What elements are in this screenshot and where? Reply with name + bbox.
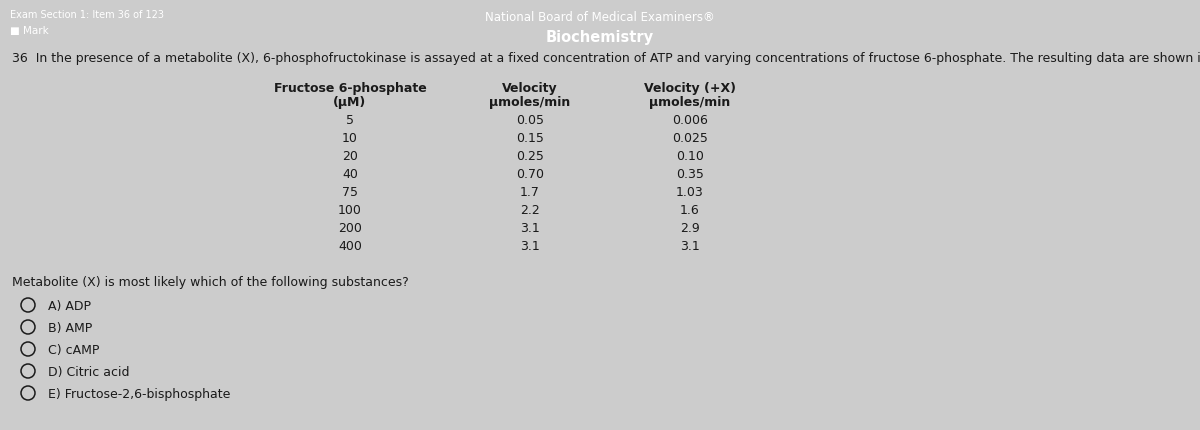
Text: 5: 5 (346, 114, 354, 127)
Text: D) Citric acid: D) Citric acid (48, 366, 130, 379)
Text: B) AMP: B) AMP (48, 322, 92, 335)
Text: Metabolite (X) is most likely which of the following substances?: Metabolite (X) is most likely which of t… (12, 276, 409, 289)
Text: Velocity (+X): Velocity (+X) (644, 82, 736, 95)
Text: 1.03: 1.03 (676, 186, 704, 199)
Text: 3.1: 3.1 (520, 222, 540, 235)
Text: 0.15: 0.15 (516, 132, 544, 145)
Text: Velocity: Velocity (502, 82, 558, 95)
Text: Fructose 6-phosphate: Fructose 6-phosphate (274, 82, 426, 95)
Text: E) Fructose-2,6-bisphosphate: E) Fructose-2,6-bisphosphate (48, 388, 230, 401)
Text: National Board of Medical Examiners®: National Board of Medical Examiners® (485, 11, 715, 24)
Text: 400: 400 (338, 240, 362, 253)
Text: 1.7: 1.7 (520, 186, 540, 199)
Text: 40: 40 (342, 168, 358, 181)
Text: ■ Mark: ■ Mark (10, 26, 48, 36)
Text: 0.10: 0.10 (676, 150, 704, 163)
Text: A) ADP: A) ADP (48, 300, 91, 313)
Text: 3.1: 3.1 (680, 240, 700, 253)
Text: 200: 200 (338, 222, 362, 235)
Text: Biochemistry: Biochemistry (546, 30, 654, 45)
Text: 0.025: 0.025 (672, 132, 708, 145)
Text: μmoles/min: μmoles/min (490, 96, 571, 109)
Text: 36  In the presence of a metabolite (X), 6-phosphofructokinase is assayed at a f: 36 In the presence of a metabolite (X), … (12, 52, 1200, 65)
Text: 3.1: 3.1 (520, 240, 540, 253)
Text: 2.2: 2.2 (520, 204, 540, 217)
Text: 75: 75 (342, 186, 358, 199)
Text: 1.6: 1.6 (680, 204, 700, 217)
Text: 0.35: 0.35 (676, 168, 704, 181)
Text: C) cAMP: C) cAMP (48, 344, 100, 357)
Text: (μM): (μM) (334, 96, 367, 109)
Text: 0.25: 0.25 (516, 150, 544, 163)
Text: Exam Section 1: Item 36 of 123: Exam Section 1: Item 36 of 123 (10, 10, 163, 20)
Text: 0.006: 0.006 (672, 114, 708, 127)
Text: 0.05: 0.05 (516, 114, 544, 127)
Text: 100: 100 (338, 204, 362, 217)
Text: 20: 20 (342, 150, 358, 163)
Text: 0.70: 0.70 (516, 168, 544, 181)
Text: 10: 10 (342, 132, 358, 145)
Text: 2.9: 2.9 (680, 222, 700, 235)
Text: μmoles/min: μmoles/min (649, 96, 731, 109)
